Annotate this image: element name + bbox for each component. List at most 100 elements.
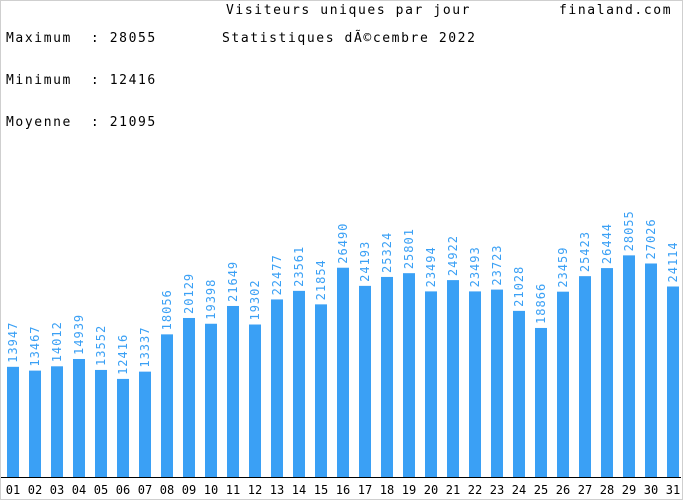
x-tick-label-06: 06 (116, 483, 130, 497)
value-label-22: 23493 (468, 246, 482, 287)
bar-11 (227, 305, 239, 477)
bar-13 (271, 299, 283, 477)
x-tick-label-29: 29 (622, 483, 636, 497)
x-tick-label-01: 01 (6, 483, 20, 497)
bar-21 (447, 280, 459, 477)
x-tick-label-22: 22 (468, 483, 482, 497)
x-tick-label-16: 16 (336, 483, 350, 497)
x-tick-label-09: 09 (182, 483, 196, 497)
chart-subtitle: Statistiques dÃ©cembre 2022 (222, 31, 477, 46)
bar-24 (513, 310, 525, 477)
bar-02 (29, 370, 41, 477)
x-tick-label-31: 31 (666, 483, 680, 497)
value-label-03: 14012 (50, 321, 64, 362)
x-tick-label-05: 05 (94, 483, 108, 497)
value-label-16: 26490 (336, 223, 350, 264)
bar-16 (337, 267, 349, 477)
value-label-11: 21649 (226, 261, 240, 302)
bar-17 (359, 285, 371, 477)
bar-01 (7, 366, 19, 477)
bar-22 (469, 291, 481, 477)
bar-05 (95, 369, 107, 477)
value-label-07: 13337 (138, 327, 152, 368)
value-label-29: 28055 (622, 210, 636, 251)
x-tick-label-21: 21 (446, 483, 460, 497)
bar-08 (161, 334, 173, 477)
x-tick-label-23: 23 (490, 483, 504, 497)
value-label-13: 22477 (270, 254, 284, 295)
x-tick-label-25: 25 (534, 483, 548, 497)
stat-max-label: Maximum : (6, 31, 101, 46)
bar-04 (73, 358, 85, 477)
bar-29 (623, 255, 635, 477)
x-tick-label-15: 15 (314, 483, 328, 497)
bar-20 (425, 291, 437, 477)
value-label-24: 21028 (512, 266, 526, 307)
value-label-27: 25423 (578, 231, 592, 272)
bar-31 (667, 286, 679, 477)
x-tick-label-13: 13 (270, 483, 284, 497)
value-label-23: 23723 (490, 244, 504, 285)
stat-max-value: 28055 (109, 31, 157, 46)
x-tick-label-19: 19 (402, 483, 416, 497)
x-tick-label-03: 03 (50, 483, 64, 497)
value-label-10: 19398 (204, 279, 218, 320)
value-label-14: 23561 (292, 246, 306, 287)
x-tick-label-10: 10 (204, 483, 218, 497)
value-label-02: 13467 (28, 325, 42, 366)
value-label-12: 19302 (248, 279, 262, 320)
x-tick-label-27: 27 (578, 483, 592, 497)
value-label-15: 21854 (314, 259, 328, 300)
x-tick-label-28: 28 (600, 483, 614, 497)
x-tick-label-24: 24 (512, 483, 526, 497)
bar-23 (491, 289, 503, 477)
x-tick-label-20: 20 (424, 483, 438, 497)
chart-title: Visiteurs uniques par jour (226, 3, 472, 18)
x-tick-label-26: 26 (556, 483, 570, 497)
value-label-19: 25801 (402, 228, 416, 269)
value-label-21: 24922 (446, 235, 460, 276)
value-label-17: 24193 (358, 241, 372, 282)
value-label-20: 23494 (424, 246, 438, 287)
x-tick-label-02: 02 (28, 483, 42, 497)
stat-avg-value: 21095 (109, 115, 157, 130)
bar-30 (645, 263, 657, 477)
stat-avg-label: Moyenne : (6, 115, 101, 130)
bar-27 (579, 276, 591, 477)
value-label-31: 24114 (666, 241, 680, 282)
bar-09 (183, 317, 195, 477)
value-label-04: 14939 (72, 314, 86, 355)
bar-12 (249, 324, 261, 477)
bar-10 (205, 323, 217, 477)
value-label-06: 12416 (116, 334, 130, 375)
bar-19 (403, 273, 415, 477)
stat-moyenne: Moyenne : 21095 (6, 116, 166, 130)
value-label-25: 18866 (534, 283, 548, 324)
stats-block: Maximum : 28055 Minimum : 12416 Moyenne … (6, 4, 166, 158)
x-tick-label-07: 07 (138, 483, 152, 497)
x-tick-label-30: 30 (644, 483, 658, 497)
x-tick-label-04: 04 (72, 483, 86, 497)
value-label-08: 18056 (160, 289, 174, 330)
bar-07 (139, 371, 151, 477)
bar-18 (381, 276, 393, 477)
x-tick-label-11: 11 (226, 483, 240, 497)
bar-26 (557, 291, 569, 477)
x-tick-label-18: 18 (380, 483, 394, 497)
stat-minimum: Minimum : 12416 (6, 74, 166, 88)
value-label-28: 26444 (600, 223, 614, 264)
value-label-05: 13552 (94, 325, 108, 366)
value-label-01: 13947 (6, 322, 20, 363)
bar-25 (535, 327, 547, 477)
bar-03 (51, 366, 63, 477)
stat-maximum: Maximum : 28055 (6, 32, 166, 46)
value-label-30: 27026 (644, 218, 658, 259)
stat-min-value: 12416 (109, 73, 157, 88)
value-label-18: 25324 (380, 232, 394, 273)
value-label-26: 23459 (556, 247, 570, 288)
x-tick-label-08: 08 (160, 483, 174, 497)
bar-06 (117, 378, 129, 477)
stat-min-label: Minimum : (6, 73, 101, 88)
